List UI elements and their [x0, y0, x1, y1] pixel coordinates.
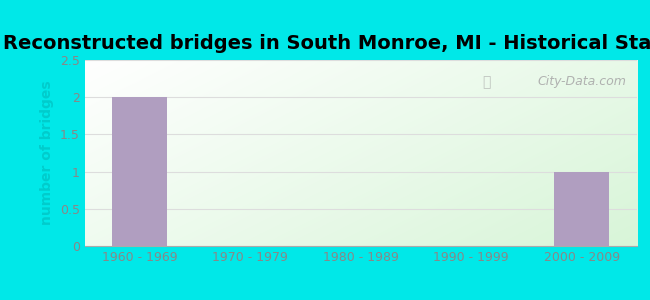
Title: Reconstructed bridges in South Monroe, MI - Historical Statistics: Reconstructed bridges in South Monroe, M…	[3, 34, 650, 53]
Text: Ⓢ: Ⓢ	[482, 75, 491, 89]
Bar	[112, 97, 168, 246]
Y-axis label: number of bridges: number of bridges	[40, 81, 54, 225]
Bar	[554, 172, 610, 246]
Text: City-Data.com: City-Data.com	[537, 75, 626, 88]
